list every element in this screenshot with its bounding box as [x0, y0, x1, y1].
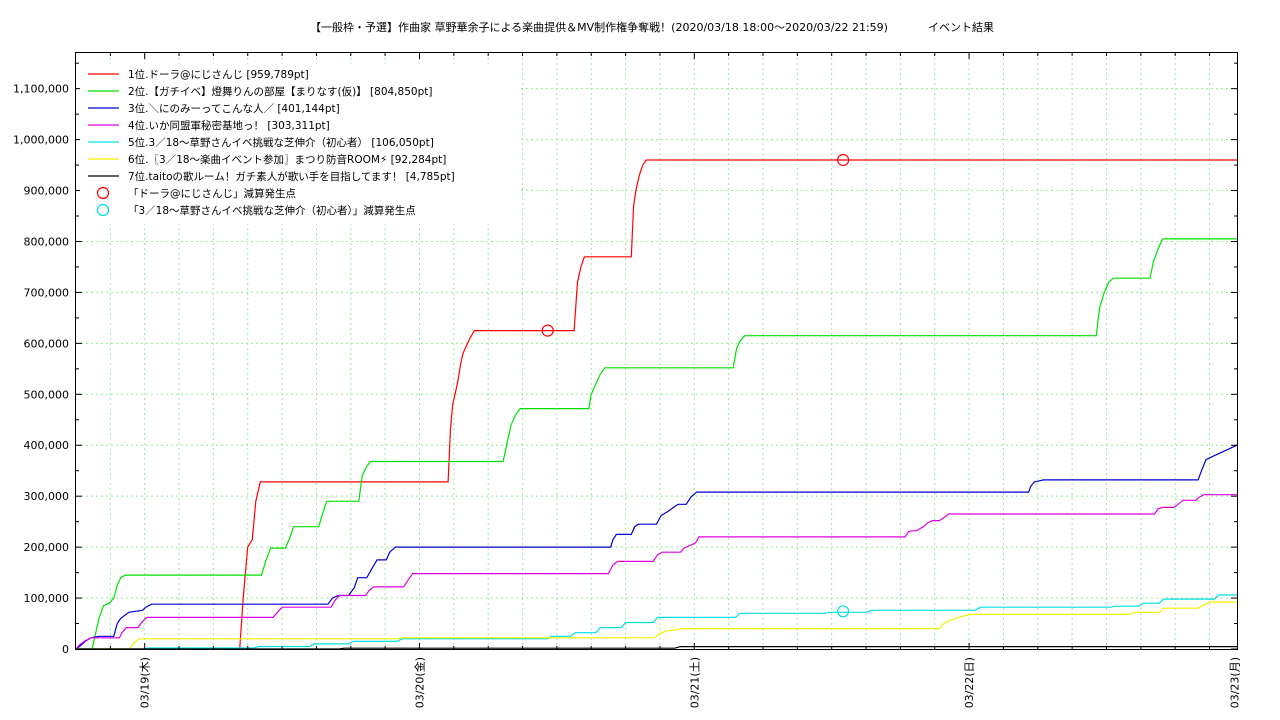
- legend: 1位.ドーラ@にじさんじ [959,789pt] 2位.【ガチイベ】燈舞りんの部屋…: [80, 64, 520, 224]
- legend-label: 5位.3／18〜草野さんイベ挑戦な芝伸介（初心者） [106,050pt]: [128, 136, 434, 149]
- legend-label: 「3／18〜草野さんイベ挑戦な芝伸介（初心者）」減算発生点: [128, 204, 416, 217]
- chart-subtitle: イベント結果: [928, 20, 994, 34]
- y-tick-label: 1,100,000: [13, 83, 69, 96]
- legend-label: 1位.ドーラ@にじさんじ [959,789pt]: [128, 68, 309, 81]
- y-tick-label: 900,000: [24, 185, 70, 198]
- series-line-1: [76, 159, 1237, 650]
- y-tick-label: 400,000: [24, 439, 70, 452]
- y-tick-label: 300,000: [24, 490, 70, 503]
- legend-label: 2位.【ガチイベ】燈舞りんの部屋【まりなす(仮)】 [804,850pt]: [128, 85, 432, 98]
- markers: [541, 153, 850, 618]
- series-lines: [75, 159, 1238, 650]
- y-tick-label: 500,000: [24, 388, 70, 401]
- y-tick-label: 200,000: [24, 541, 70, 554]
- y-tick-label: 700,000: [24, 286, 70, 299]
- chart-title: 【一般枠・予選】作曲家 草野華余子による楽曲提供＆MV制作権争奪戦！(2020/…: [310, 20, 888, 34]
- x-tick-label: 03/19(木): [139, 657, 152, 708]
- legend-background: [80, 64, 520, 224]
- series-line-5: [76, 594, 1237, 650]
- legend-label: 「ドーラ@にじさんじ」減算発生点: [128, 187, 296, 200]
- x-tick-label: 03/22(日): [963, 657, 976, 708]
- series-line-2: [76, 238, 1237, 650]
- series-line-4: [75, 494, 1237, 650]
- marker-point-2: [837, 605, 850, 618]
- x-tick-label: 03/23(月): [1229, 657, 1242, 708]
- y-tick-label: 1,000,000: [13, 134, 69, 147]
- series-line-6: [76, 601, 1237, 650]
- y-tick-label: 100,000: [24, 592, 70, 605]
- plot-frame: [75, 52, 1238, 650]
- marker-point-1: [541, 324, 554, 337]
- y-tick-label: 600,000: [24, 337, 70, 350]
- y-tick-label: 800,000: [24, 235, 70, 248]
- legend-label: 4位.いか同盟軍秘密基地っ！ [303,311pt]: [128, 119, 330, 132]
- series-line-3: [75, 444, 1238, 650]
- y-tick-label: 0: [62, 643, 69, 656]
- marker-point-1: [837, 153, 850, 167]
- legend-label: 7位.taitoの歌ルーム！ガチ素人が歌い手を目指してます！ [4,785pt]: [128, 170, 455, 183]
- x-tick-label: 03/21(土): [688, 657, 701, 708]
- axes: 0 100,000 200,000 300,000 400,000 500,000 600,…: [13, 53, 1242, 708]
- legend-marker: [96, 203, 110, 217]
- x-tick-label: 03/20(金): [412, 657, 426, 708]
- legend-label: 6位.〖3／18〜楽曲イベント参加〗まつり防音ROOM⚡ [92,284pt]: [128, 153, 446, 166]
- legend-label: 3位.＼にのみーってこんな人／ [401,144pt]: [128, 102, 340, 115]
- legend-marker: [96, 186, 110, 200]
